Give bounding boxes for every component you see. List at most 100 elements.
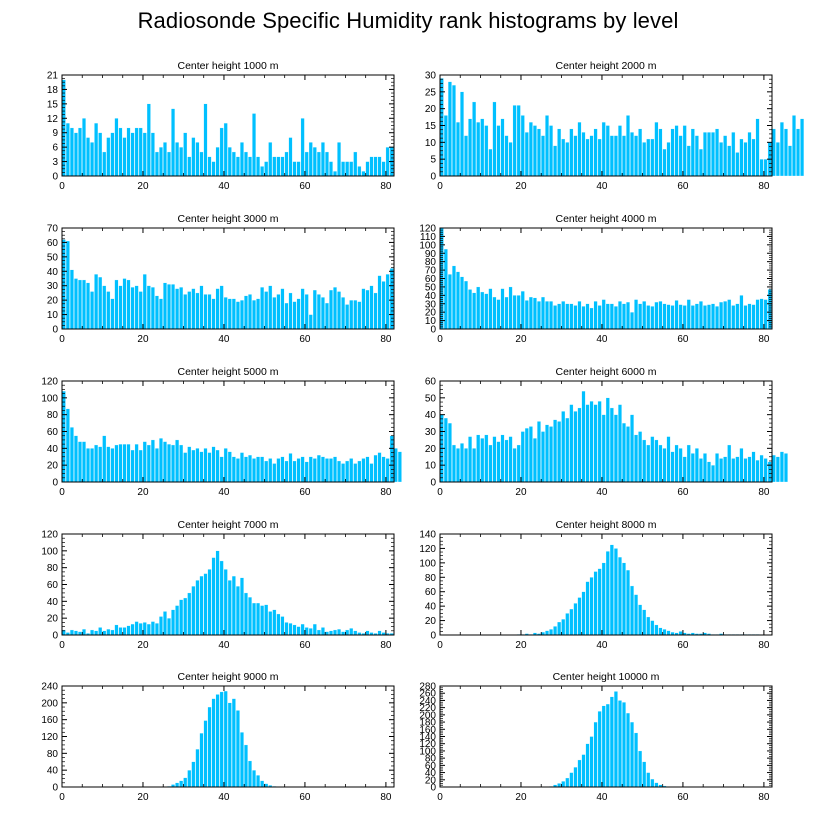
histogram-bar [337,142,342,177]
histogram-bar [122,627,127,636]
histogram-bar [561,781,566,788]
histogram-bar [751,138,756,177]
histogram-bar [565,777,570,788]
y-tick-label: 0 [430,172,436,183]
histogram-bar [557,421,562,483]
histogram-bar [650,620,655,636]
histogram-bar [304,461,309,483]
histogram-bar [686,145,691,177]
histogram-bar [167,284,171,330]
histogram-bar [142,274,147,330]
y-tick-label: 40 [425,768,437,779]
histogram-bar [256,156,261,177]
x-tick-label: 20 [515,181,527,192]
histogram-bar [670,305,675,330]
histogram-bar [130,623,135,636]
histogram-bar [357,301,362,330]
histogram-bar [377,156,382,177]
histogram-bar [126,127,131,177]
histogram-bar [674,444,679,483]
y-tick-label: 0 [52,783,58,794]
histogram-bar [634,732,639,788]
x-tick-label: 40 [218,334,230,345]
histogram-bar [179,444,184,483]
y-tick-label: 30 [425,71,437,82]
histogram-bar [577,121,582,177]
y-tick-label: 100 [419,558,436,569]
histogram-bar [609,696,614,788]
histogram-bar [252,458,256,483]
histogram-bar [690,128,695,177]
histogram-bar [707,461,711,483]
histogram-bar [630,721,634,788]
histogram-bar [735,456,740,483]
histogram-bar [203,294,208,330]
histogram-bar [288,292,293,330]
histogram-bar [223,690,228,788]
histogram-bar [666,630,671,636]
histogram-bar [516,105,521,177]
histogram-bar [300,118,305,177]
y-tick-label: 120 [419,224,436,235]
histogram-panel: Center height 2000 m 0 20 40 60 80 0 5 10 15 20 25 3… [425,60,805,192]
histogram-bar [203,720,208,788]
histogram-bar [199,285,204,330]
histogram-bar [520,290,525,330]
histogram-bar [195,142,200,177]
histogram-bar [146,444,151,483]
histogram-bar [377,452,382,483]
histogram-bar [110,298,115,330]
histogram-bar [557,303,562,330]
histogram-bar [163,441,167,483]
x-tick-label: 60 [677,487,689,498]
histogram-bar [739,448,744,483]
histogram-bar [723,456,728,483]
histogram-bar [199,151,204,177]
histogram-bar [650,436,655,483]
histogram-bar [451,444,456,483]
histogram-bar [779,121,784,177]
histogram-bar [215,288,220,330]
histogram-bar [545,115,549,177]
histogram-bar [102,151,107,177]
histogram-bar [549,301,554,330]
histogram-bar [134,621,139,636]
histogram-bar [727,444,732,483]
histogram-bar [304,294,309,330]
histogram-bar [743,458,748,483]
histogram-bar [577,759,582,788]
histogram-bar [191,137,196,177]
x-tick-label: 20 [515,334,527,345]
x-tick-label: 80 [758,487,770,498]
histogram-bar [276,156,281,177]
histogram-bar [573,767,578,788]
histogram-bar [703,453,707,483]
histogram-bar [252,770,256,788]
histogram-bar [541,135,545,177]
histogram-bar [634,594,639,636]
histogram-bar [94,274,99,330]
histogram-bar [280,288,285,330]
histogram-bar [585,303,590,330]
histogram-bar [650,306,655,330]
histogram-bar [86,137,90,177]
histogram-bar [618,700,622,788]
histogram-bar [707,132,711,177]
histogram-bar [565,613,570,636]
histogram-bar [545,630,549,636]
histogram-bar [118,285,123,330]
histogram-bar [711,132,715,177]
histogram-bar [634,299,639,330]
histogram-bar [207,452,212,483]
histogram-bar [268,611,273,636]
histogram-bar [288,137,293,177]
histogram-bar [325,631,329,636]
histogram-bar [345,161,350,177]
histogram-bar [163,611,167,636]
y-tick-label: 200 [41,698,58,709]
histogram-bar [581,132,586,177]
histogram-bar [203,573,208,636]
histogram-bar [528,296,533,330]
histogram-bar [171,284,176,330]
histogram-bar [357,460,362,483]
